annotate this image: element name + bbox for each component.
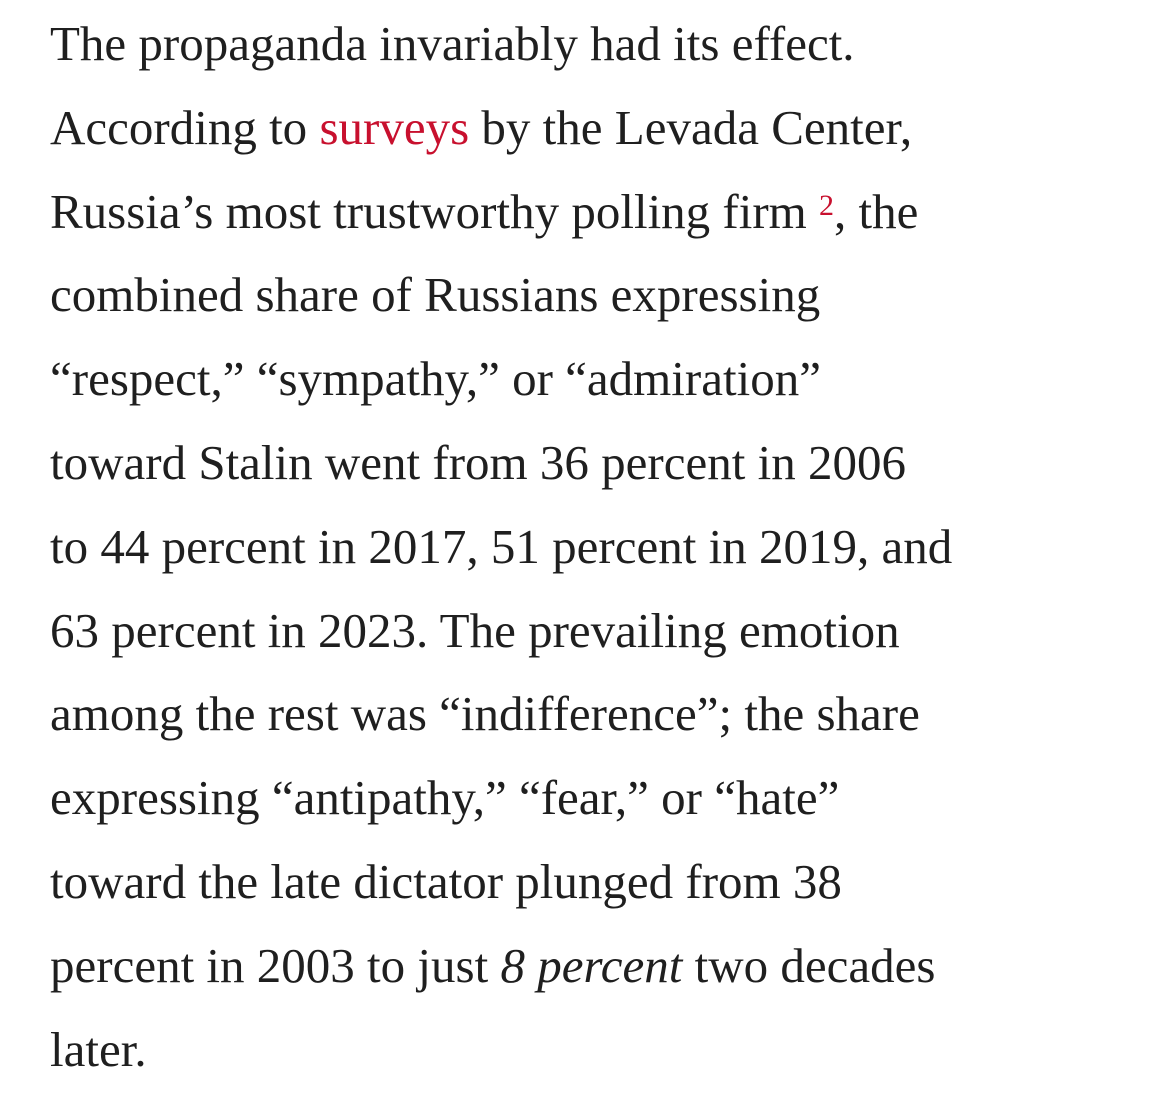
text-segment: two decades — [682, 937, 936, 993]
article-body: The propaganda invariably had its effect… — [50, 0, 1140, 1091]
text-line: According to surveys by the Levada Cente… — [50, 86, 1140, 170]
text-segment: by the Levada Center, — [469, 99, 913, 155]
text-line: 63 percent in 2023. The prevailing emoti… — [50, 602, 900, 658]
text-line: toward the late dictator plunged from 38 — [50, 853, 842, 909]
text-line: “respect,” “sympathy,” or “admiration” — [50, 351, 821, 407]
article-paragraph: The propaganda invariably had its effect… — [50, 0, 1140, 1091]
text-segment: Russia’s most trustworthy polling firm — [50, 183, 820, 239]
surveys-link[interactable]: surveys — [319, 99, 470, 155]
text-line: The propaganda invariably had its effect… — [50, 16, 855, 71]
text-line: to 44 percent in 2017, 51 percent in 201… — [50, 518, 953, 574]
text-line: among the rest was “indifference”; the s… — [50, 686, 920, 742]
text-segment: , the — [834, 183, 919, 239]
text-line: combined share of Russians expressing — [50, 267, 821, 323]
emphasis-text: 8 percent — [500, 937, 683, 993]
text-line: expressing “antipathy,” “fear,” or “hate… — [50, 770, 840, 826]
text-line: toward Stalin went from 36 percent in 20… — [50, 434, 906, 490]
text-segment: percent in 2003 to just — [50, 937, 501, 993]
text-segment: According to — [50, 99, 320, 155]
text-line: Russia’s most trustworthy polling firm 2… — [50, 170, 1140, 254]
text-line: percent in 2003 to just 8 percent two de… — [50, 924, 1140, 1008]
text-line: later. — [50, 1021, 147, 1077]
footnote-reference[interactable]: 2 — [819, 188, 835, 222]
